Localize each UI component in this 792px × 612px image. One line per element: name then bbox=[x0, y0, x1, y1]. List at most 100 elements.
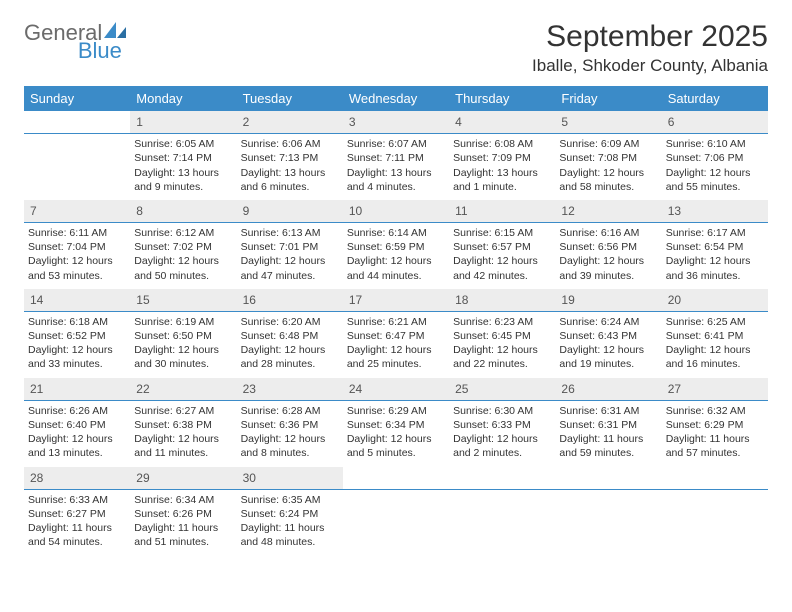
day-number-row: 123456 bbox=[24, 111, 768, 134]
sunset-text: Sunset: 6:36 PM bbox=[241, 418, 339, 432]
sunset-text: Sunset: 6:34 PM bbox=[347, 418, 445, 432]
day-number: 13 bbox=[662, 200, 768, 223]
sunset-text: Sunset: 7:04 PM bbox=[28, 240, 126, 254]
daylight-text: Daylight: 12 hours and 30 minutes. bbox=[134, 343, 232, 371]
sunrise-text: Sunrise: 6:20 AM bbox=[241, 315, 339, 329]
day-cell bbox=[662, 489, 768, 555]
sunset-text: Sunset: 6:26 PM bbox=[134, 507, 232, 521]
sunrise-text: Sunrise: 6:23 AM bbox=[453, 315, 551, 329]
week-content-row: Sunrise: 6:11 AMSunset: 7:04 PMDaylight:… bbox=[24, 223, 768, 289]
day-number-row: 78910111213 bbox=[24, 200, 768, 223]
day-number: 7 bbox=[24, 200, 130, 223]
day-number: 1 bbox=[130, 111, 236, 134]
sunrise-text: Sunrise: 6:13 AM bbox=[241, 226, 339, 240]
daylight-text: Daylight: 12 hours and 44 minutes. bbox=[347, 254, 445, 282]
daylight-text: Daylight: 12 hours and 36 minutes. bbox=[666, 254, 764, 282]
day-header: Wednesday bbox=[343, 86, 449, 111]
day-cell: Sunrise: 6:09 AMSunset: 7:08 PMDaylight:… bbox=[555, 134, 661, 200]
day-number: 20 bbox=[662, 289, 768, 312]
day-number: 17 bbox=[343, 289, 449, 312]
daylight-text: Daylight: 12 hours and 16 minutes. bbox=[666, 343, 764, 371]
sunrise-text: Sunrise: 6:19 AM bbox=[134, 315, 232, 329]
day-header: Thursday bbox=[449, 86, 555, 111]
day-cell: Sunrise: 6:13 AMSunset: 7:01 PMDaylight:… bbox=[237, 223, 343, 289]
daylight-text: Daylight: 12 hours and 28 minutes. bbox=[241, 343, 339, 371]
day-cell bbox=[449, 489, 555, 555]
sunrise-text: Sunrise: 6:26 AM bbox=[28, 404, 126, 418]
day-number: 4 bbox=[449, 111, 555, 134]
sunrise-text: Sunrise: 6:21 AM bbox=[347, 315, 445, 329]
day-cell: Sunrise: 6:06 AMSunset: 7:13 PMDaylight:… bbox=[237, 134, 343, 200]
day-cell bbox=[24, 134, 130, 200]
calendar-table: SundayMondayTuesdayWednesdayThursdayFrid… bbox=[24, 86, 768, 555]
sunrise-text: Sunrise: 6:25 AM bbox=[666, 315, 764, 329]
day-cell: Sunrise: 6:14 AMSunset: 6:59 PMDaylight:… bbox=[343, 223, 449, 289]
day-number: 29 bbox=[130, 467, 236, 490]
sunrise-text: Sunrise: 6:34 AM bbox=[134, 493, 232, 507]
day-number: 5 bbox=[555, 111, 661, 134]
sunset-text: Sunset: 6:50 PM bbox=[134, 329, 232, 343]
day-header: Tuesday bbox=[237, 86, 343, 111]
daylight-text: Daylight: 11 hours and 48 minutes. bbox=[241, 521, 339, 549]
day-cell: Sunrise: 6:18 AMSunset: 6:52 PMDaylight:… bbox=[24, 311, 130, 377]
day-number: 11 bbox=[449, 200, 555, 223]
day-number: 30 bbox=[237, 467, 343, 490]
day-cell: Sunrise: 6:07 AMSunset: 7:11 PMDaylight:… bbox=[343, 134, 449, 200]
day-cell: Sunrise: 6:29 AMSunset: 6:34 PMDaylight:… bbox=[343, 400, 449, 466]
week-content-row: Sunrise: 6:18 AMSunset: 6:52 PMDaylight:… bbox=[24, 311, 768, 377]
day-cell: Sunrise: 6:23 AMSunset: 6:45 PMDaylight:… bbox=[449, 311, 555, 377]
day-number: 8 bbox=[130, 200, 236, 223]
day-cell: Sunrise: 6:12 AMSunset: 7:02 PMDaylight:… bbox=[130, 223, 236, 289]
day-cell: Sunrise: 6:30 AMSunset: 6:33 PMDaylight:… bbox=[449, 400, 555, 466]
day-cell bbox=[555, 489, 661, 555]
sunset-text: Sunset: 6:27 PM bbox=[28, 507, 126, 521]
logo-word-2: Blue bbox=[78, 38, 122, 63]
daylight-text: Daylight: 12 hours and 19 minutes. bbox=[559, 343, 657, 371]
daylight-text: Daylight: 12 hours and 50 minutes. bbox=[134, 254, 232, 282]
sunset-text: Sunset: 6:40 PM bbox=[28, 418, 126, 432]
sunset-text: Sunset: 7:13 PM bbox=[241, 151, 339, 165]
sunrise-text: Sunrise: 6:15 AM bbox=[453, 226, 551, 240]
sunrise-text: Sunrise: 6:18 AM bbox=[28, 315, 126, 329]
day-number-row: 21222324252627 bbox=[24, 378, 768, 401]
day-header: Monday bbox=[130, 86, 236, 111]
sunset-text: Sunset: 6:29 PM bbox=[666, 418, 764, 432]
sunrise-text: Sunrise: 6:10 AM bbox=[666, 137, 764, 151]
sunrise-text: Sunrise: 6:35 AM bbox=[241, 493, 339, 507]
daylight-text: Daylight: 12 hours and 13 minutes. bbox=[28, 432, 126, 460]
day-cell: Sunrise: 6:26 AMSunset: 6:40 PMDaylight:… bbox=[24, 400, 130, 466]
sunrise-text: Sunrise: 6:17 AM bbox=[666, 226, 764, 240]
sunrise-text: Sunrise: 6:27 AM bbox=[134, 404, 232, 418]
daylight-text: Daylight: 12 hours and 5 minutes. bbox=[347, 432, 445, 460]
sunrise-text: Sunrise: 6:07 AM bbox=[347, 137, 445, 151]
day-number: 10 bbox=[343, 200, 449, 223]
sunset-text: Sunset: 6:54 PM bbox=[666, 240, 764, 254]
sunrise-text: Sunrise: 6:11 AM bbox=[28, 226, 126, 240]
logo: General GeneBlue bbox=[24, 20, 128, 62]
daylight-text: Daylight: 12 hours and 2 minutes. bbox=[453, 432, 551, 460]
sunset-text: Sunset: 6:43 PM bbox=[559, 329, 657, 343]
daylight-text: Daylight: 11 hours and 51 minutes. bbox=[134, 521, 232, 549]
sunrise-text: Sunrise: 6:16 AM bbox=[559, 226, 657, 240]
header: General GeneBlue September 2025 Iballe, … bbox=[24, 20, 768, 82]
daylight-text: Daylight: 12 hours and 58 minutes. bbox=[559, 166, 657, 194]
day-cell: Sunrise: 6:25 AMSunset: 6:41 PMDaylight:… bbox=[662, 311, 768, 377]
day-number: 2 bbox=[237, 111, 343, 134]
logo-sail-icon bbox=[102, 20, 128, 40]
sunset-text: Sunset: 6:59 PM bbox=[347, 240, 445, 254]
day-cell: Sunrise: 6:21 AMSunset: 6:47 PMDaylight:… bbox=[343, 311, 449, 377]
day-number: 12 bbox=[555, 200, 661, 223]
sunrise-text: Sunrise: 6:33 AM bbox=[28, 493, 126, 507]
day-cell: Sunrise: 6:34 AMSunset: 6:26 PMDaylight:… bbox=[130, 489, 236, 555]
day-cell: Sunrise: 6:24 AMSunset: 6:43 PMDaylight:… bbox=[555, 311, 661, 377]
day-number bbox=[555, 467, 661, 490]
daylight-text: Daylight: 11 hours and 54 minutes. bbox=[28, 521, 126, 549]
daylight-text: Daylight: 12 hours and 53 minutes. bbox=[28, 254, 126, 282]
day-number: 22 bbox=[130, 378, 236, 401]
day-number: 14 bbox=[24, 289, 130, 312]
location: Iballe, Shkoder County, Albania bbox=[532, 56, 768, 76]
sunset-text: Sunset: 7:01 PM bbox=[241, 240, 339, 254]
day-cell: Sunrise: 6:19 AMSunset: 6:50 PMDaylight:… bbox=[130, 311, 236, 377]
day-cell: Sunrise: 6:17 AMSunset: 6:54 PMDaylight:… bbox=[662, 223, 768, 289]
title-block: September 2025 Iballe, Shkoder County, A… bbox=[532, 20, 768, 82]
